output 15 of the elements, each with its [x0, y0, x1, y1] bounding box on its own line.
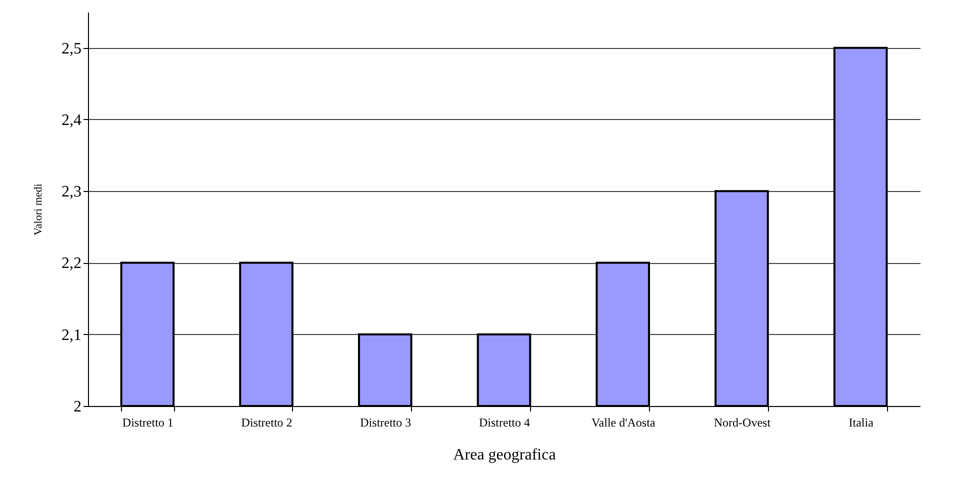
- x-tick-label: Distretto 4: [479, 416, 530, 430]
- x-tick-label: Valle d'Aosta: [591, 416, 656, 430]
- y-tick-label: 2,4: [62, 112, 82, 129]
- y-axis-title: Valori medi: [32, 184, 44, 236]
- x-tick-label: Italia: [848, 416, 874, 430]
- y-tick-label: 2,1: [62, 326, 82, 344]
- x-axis-title: Area geografica: [453, 446, 556, 464]
- x-tick-label: Distretto 1: [122, 416, 174, 430]
- x-tick-label: Nord-Ovest: [714, 416, 772, 430]
- x-tick-label: Distretto 2: [241, 416, 292, 430]
- y-tick-label: 2,2: [62, 255, 82, 272]
- y-tick-label: 2: [74, 398, 82, 416]
- y-tick-label: 2,5: [62, 40, 82, 58]
- y-tick-label: 2,3: [62, 184, 82, 201]
- x-tick-label: Distretto 3: [360, 416, 412, 430]
